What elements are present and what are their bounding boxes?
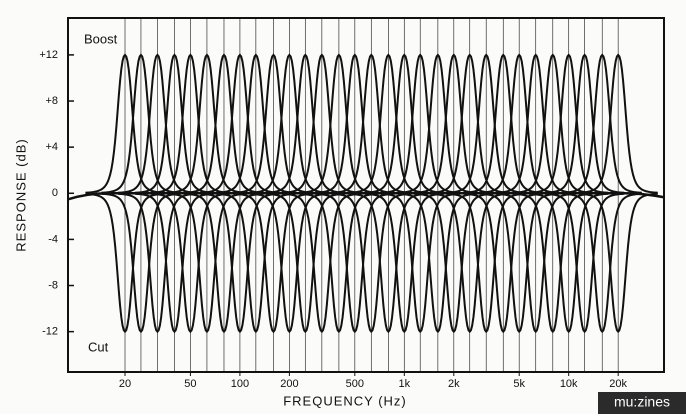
response-curve bbox=[200, 53, 280, 194]
series-label: Boost bbox=[84, 31, 118, 46]
y-tick-label: -12 bbox=[42, 326, 58, 338]
response-curve bbox=[544, 192, 625, 334]
response-curve bbox=[578, 192, 658, 334]
response-curve bbox=[529, 192, 609, 334]
response-curve bbox=[364, 53, 444, 194]
series-label: Cut bbox=[88, 339, 109, 354]
response-curve bbox=[446, 192, 526, 334]
response-curve bbox=[117, 192, 198, 334]
x-tick-label: 2k bbox=[448, 378, 460, 390]
x-tick-label: 20 bbox=[119, 378, 131, 390]
response-curve bbox=[529, 53, 609, 194]
response-curve bbox=[562, 53, 642, 194]
x-tick-label: 200 bbox=[280, 378, 298, 390]
y-tick-label: +12 bbox=[39, 49, 58, 61]
response-curve bbox=[150, 192, 231, 334]
response-curve bbox=[315, 192, 395, 334]
response-curve bbox=[348, 192, 429, 334]
y-tick-label: +8 bbox=[45, 95, 58, 107]
response-curve bbox=[101, 53, 181, 194]
response-curve bbox=[85, 53, 165, 194]
y-tick-label: 0 bbox=[52, 187, 58, 199]
response-curve bbox=[282, 53, 362, 194]
response-curve bbox=[315, 53, 395, 194]
response-curve bbox=[249, 53, 330, 194]
response-curve bbox=[463, 53, 543, 194]
response-curve bbox=[101, 192, 181, 334]
watermark-box bbox=[598, 392, 686, 414]
x-tick-label: 50 bbox=[184, 378, 196, 390]
response-curve bbox=[184, 53, 264, 194]
response-curve bbox=[85, 192, 165, 334]
response-curve bbox=[216, 192, 296, 334]
x-tick-label: 20k bbox=[609, 378, 627, 390]
response-curve bbox=[331, 192, 411, 334]
response-curve bbox=[184, 192, 264, 334]
response-curve bbox=[331, 53, 411, 194]
response-curve bbox=[233, 53, 314, 194]
x-tick-label: 500 bbox=[346, 378, 364, 390]
response-curve bbox=[430, 192, 510, 334]
response-curve bbox=[414, 192, 494, 334]
response-curve bbox=[348, 53, 429, 194]
x-tick-label: 5k bbox=[513, 378, 525, 390]
response-curve bbox=[299, 192, 379, 334]
response-curve bbox=[265, 192, 345, 334]
response-curve bbox=[446, 53, 526, 194]
y-tick-label: +4 bbox=[45, 141, 58, 153]
response-curve bbox=[380, 192, 460, 334]
response-curve bbox=[513, 53, 593, 194]
response-curve bbox=[216, 53, 296, 194]
response-curve bbox=[398, 53, 478, 194]
response-curve bbox=[364, 192, 444, 334]
response-curve bbox=[479, 192, 559, 334]
response-curve bbox=[562, 192, 642, 334]
y-tick-label: -8 bbox=[48, 279, 58, 291]
response-curve bbox=[496, 192, 576, 334]
response-curve bbox=[282, 192, 362, 334]
response-curve bbox=[496, 53, 576, 194]
response-curve bbox=[134, 53, 215, 194]
response-curve bbox=[380, 53, 460, 194]
response-curve bbox=[430, 53, 510, 194]
y-axis-label: RESPONSE (dB) bbox=[13, 138, 28, 251]
response-curve bbox=[167, 53, 247, 194]
response-curve bbox=[249, 192, 330, 334]
response-curve bbox=[117, 53, 198, 194]
plot-frame bbox=[67, 17, 665, 373]
response-curve bbox=[479, 53, 559, 194]
x-tick-label: 100 bbox=[231, 378, 249, 390]
response-curve bbox=[265, 53, 345, 194]
response-curve bbox=[150, 53, 231, 194]
x-axis-label: FREQUENCY (Hz) bbox=[283, 393, 407, 408]
response-curve bbox=[299, 53, 379, 194]
response-curve bbox=[200, 192, 280, 334]
response-curve bbox=[167, 192, 247, 334]
response-curve bbox=[544, 53, 625, 194]
x-tick-label: 1k bbox=[398, 378, 410, 390]
response-curve bbox=[578, 53, 658, 194]
y-tick-label: -4 bbox=[48, 233, 58, 245]
response-curve bbox=[414, 53, 494, 194]
response-curve bbox=[398, 192, 478, 334]
response-curve bbox=[463, 192, 543, 334]
response-curve bbox=[233, 192, 314, 334]
response-curve bbox=[513, 192, 593, 334]
response-curve bbox=[134, 192, 215, 334]
watermark: mu:zines bbox=[614, 394, 670, 410]
x-tick-label: 10k bbox=[560, 378, 578, 390]
